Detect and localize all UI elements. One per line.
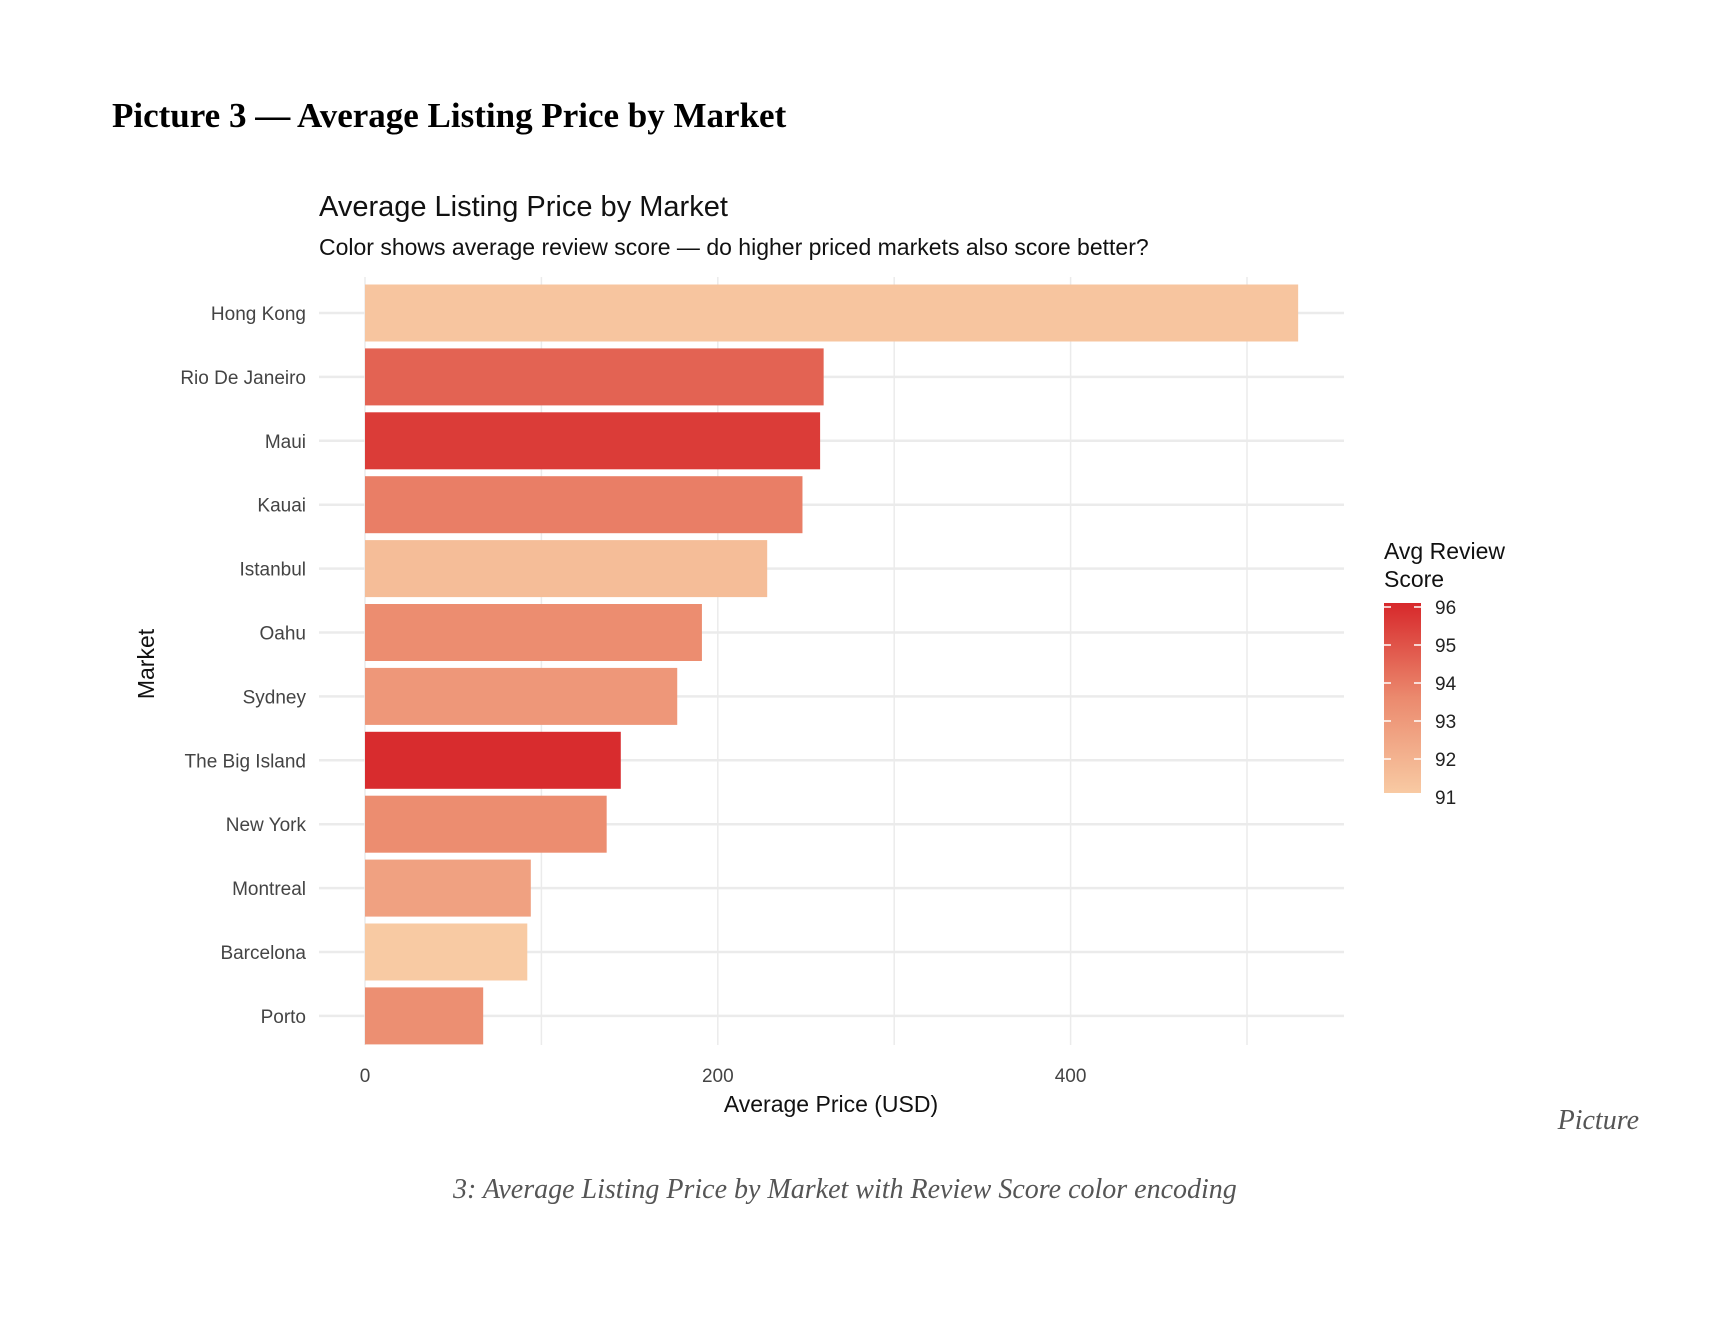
bar xyxy=(365,731,621,789)
bar xyxy=(365,987,484,1045)
y-tick-label: Istanbul xyxy=(239,560,306,581)
bar xyxy=(365,348,824,406)
chart-title: Average Listing Price by Market xyxy=(319,191,728,223)
bars xyxy=(365,284,1299,1045)
x-tick-label: 200 xyxy=(702,1066,734,1087)
y-tick-label: Montreal xyxy=(232,879,306,900)
y-tick-label: New York xyxy=(226,815,307,836)
y-tick-label: Maui xyxy=(265,432,306,453)
legend-tick-label: 96 xyxy=(1435,598,1456,619)
y-tick-label: Rio De Janeiro xyxy=(180,368,306,389)
bar xyxy=(365,923,528,981)
bar xyxy=(365,284,1299,342)
bar xyxy=(365,795,607,853)
bar xyxy=(365,412,821,470)
legend-title-line1: Avg Review xyxy=(1384,538,1505,564)
legend-tick-label: 94 xyxy=(1435,674,1457,695)
x-tick-label: 400 xyxy=(1055,1066,1087,1087)
legend-tick-label: 95 xyxy=(1435,636,1456,657)
color-legend: Avg Review Score 96 95 94 93 92 91 xyxy=(1384,538,1505,809)
bar xyxy=(365,859,531,917)
x-axis-title: Average Price (USD) xyxy=(724,1091,938,1117)
legend-title-line2: Score xyxy=(1384,566,1444,592)
y-tick-label: Barcelona xyxy=(220,943,306,964)
legend-tick-label: 92 xyxy=(1435,750,1456,771)
y-tick-label: Porto xyxy=(261,1007,306,1028)
document-heading: Picture 3 — Average Listing Price by Mar… xyxy=(112,96,787,135)
y-axis-title: Market xyxy=(133,628,159,699)
bar xyxy=(365,604,702,661)
bar xyxy=(365,476,803,534)
bar xyxy=(365,540,768,598)
caption-part1: Picture xyxy=(1557,1105,1639,1136)
x-tick-labels: 0 200 400 xyxy=(360,1066,1087,1087)
y-tick-labels: Hong Kong Rio De Janeiro Maui Kauai Istanbul… xyxy=(180,304,306,1028)
y-tick-label: Sydney xyxy=(243,687,307,708)
chart-subtitle: Color shows average review score — do hi… xyxy=(319,234,1149,260)
y-tick-label: Hong Kong xyxy=(211,304,306,325)
y-tick-label: The Big Island xyxy=(185,751,306,772)
caption-part2: 3: Average Listing Price by Market with … xyxy=(453,1174,1237,1205)
legend-colorbar xyxy=(1384,603,1421,793)
legend-ticks: 96 95 94 93 92 91 xyxy=(1384,598,1457,809)
y-tick-label: Oahu xyxy=(260,624,306,645)
legend-tick-label: 91 xyxy=(1435,788,1456,809)
bar xyxy=(365,667,678,725)
legend-tick-label: 93 xyxy=(1435,712,1456,733)
x-tick-label: 0 xyxy=(360,1066,371,1087)
y-tick-label: Kauai xyxy=(257,496,306,517)
